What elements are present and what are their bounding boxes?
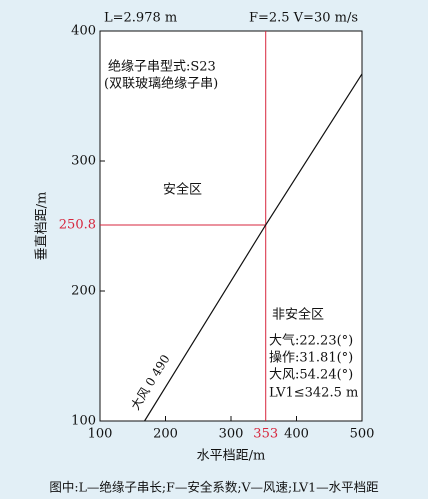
x-axis-title: 水平档距/m [197,449,266,464]
x-tick-label: 400 [284,427,309,442]
y-tick-label: 400 [71,24,96,39]
annotation: 非安全区 [272,307,324,323]
x-tick-label: 200 [153,427,178,442]
annotation: 操作:31.81(°) [269,350,353,366]
y-tick-label: 200 [71,284,96,299]
y-axis-title: 垂直档距/m [35,192,50,261]
header-left: L=2.978 m [104,11,177,26]
data-line [144,73,363,422]
annotation: 大气:22.23(°) [269,333,353,349]
annotation: 大风:54.24(°) [269,368,353,383]
annotation: LV1≤342.5 m [269,386,358,401]
header-right: F=2.5 V=30 m/s [249,11,358,26]
caption: 图中:L—绝缘子串长;F—安全系数;V—风速;LV1—水平档距 [49,480,378,495]
plot-area [100,31,362,421]
x-tick-label: 500 [350,427,375,442]
y-tick-label: 300 [71,154,96,169]
annotation: 安全区 [163,182,202,198]
reference-y-label: 250.8 [59,217,96,232]
annotation: 绝缘子串型式:S23 [108,59,216,75]
x-tick-label: 300 [219,427,244,442]
annotation: (双联玻璃绝缘子串) [104,76,218,92]
y-tick-label: 100 [71,414,96,429]
reference-x-label: 353 [253,427,278,442]
x-tick-label: 100 [88,427,113,442]
